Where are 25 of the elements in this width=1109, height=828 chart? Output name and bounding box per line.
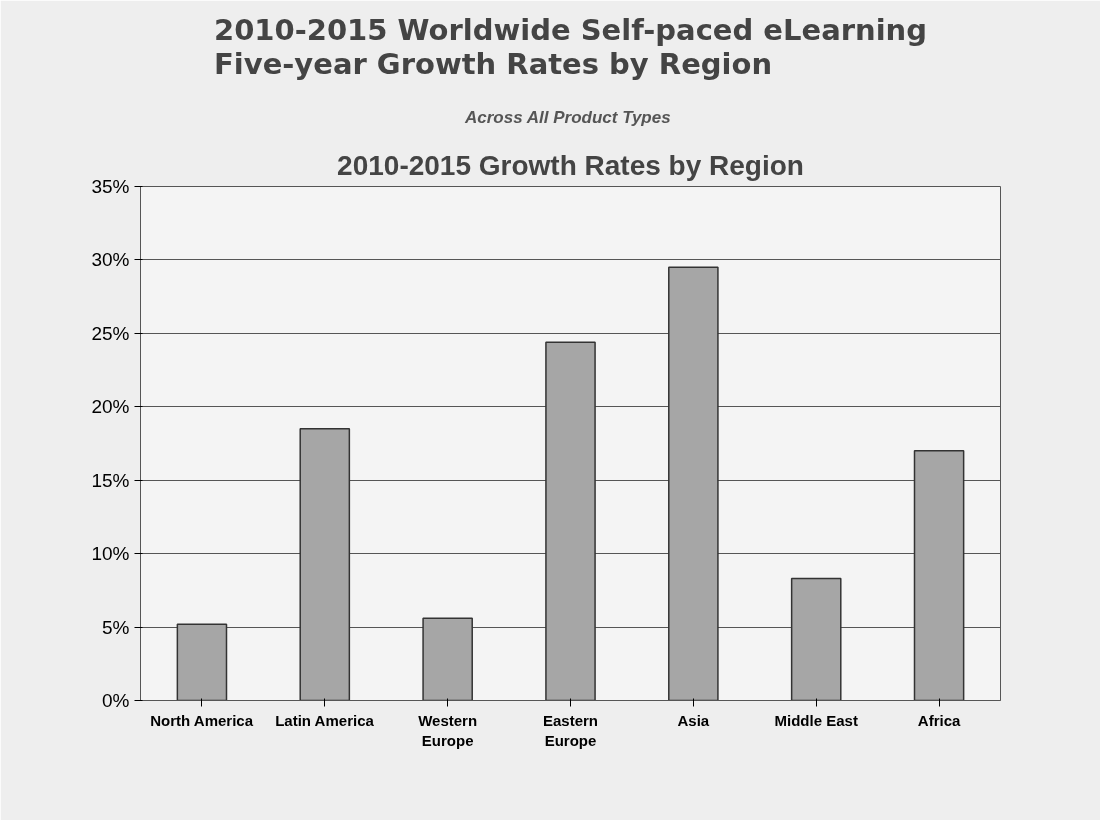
x-tick-label: Western Europe	[418, 711, 478, 749]
text: 2010-2015 Growth Rates by Region	[337, 149, 804, 181]
chart-title: 2010-2015 Worldwide Self-paced eLearning Five-year Growth Rates by Region	[213, 12, 928, 81]
x-tick-label: Eastern Europe	[542, 711, 599, 749]
y-tick-label: 0%	[102, 690, 130, 711]
x-tick-label: Africa	[917, 711, 961, 729]
x-tick-label: Middle East	[774, 711, 858, 729]
chart-subtitle: Across All Product Types	[464, 107, 671, 127]
y-tick-label: 5%	[102, 616, 130, 638]
y-tick-label: 10%	[91, 543, 130, 565]
x-tick-label: Asia	[677, 711, 710, 729]
bar	[299, 428, 351, 701]
y-tick-label: 20%	[91, 396, 130, 418]
bar	[422, 617, 473, 701]
bar	[545, 341, 596, 701]
y-tick-label: 25%	[91, 322, 130, 344]
x-tick-label: Latin America	[275, 711, 375, 729]
bar	[790, 577, 842, 701]
bar	[668, 266, 719, 701]
bar	[176, 623, 228, 701]
y-tick-label: 15%	[91, 469, 130, 491]
bar	[913, 450, 965, 701]
y-tick-label: 35%	[91, 176, 130, 197]
x-tick-label: North America	[150, 711, 254, 729]
y-tick-label: 30%	[91, 249, 130, 271]
